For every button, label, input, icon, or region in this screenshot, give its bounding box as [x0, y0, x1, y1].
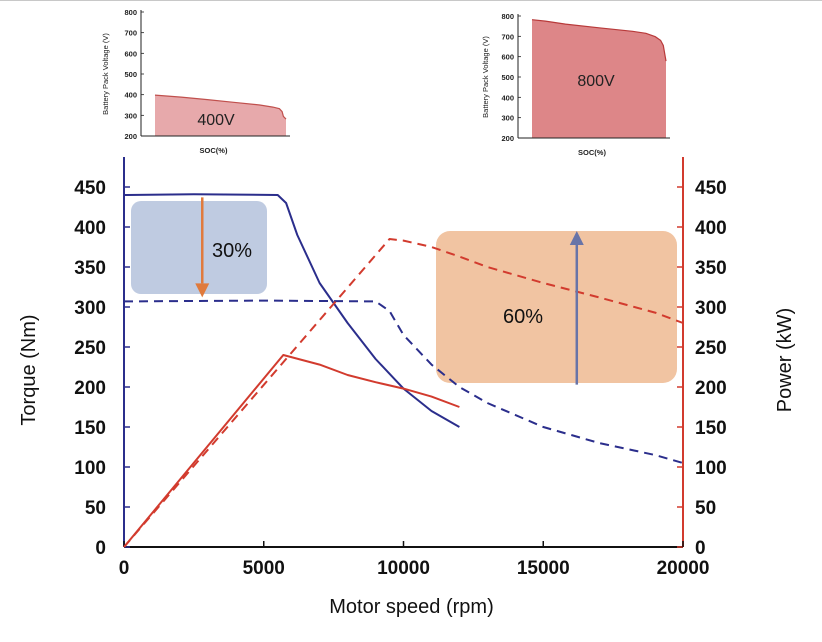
y-axis-left-title: Torque (Nm) [18, 314, 40, 425]
y-right-tick-label: 0 [695, 538, 706, 559]
inset-400v-x-title: SOC(%) [200, 146, 228, 155]
inset-400v-tick-label: 800 [124, 8, 137, 17]
series-line-power-800v [123, 238, 684, 548]
y-right-tick-label: 50 [695, 498, 716, 519]
annotation-arrow-60-head [569, 231, 584, 245]
inset-800v-line [531, 19, 667, 62]
inset-400v-tick-label: 400 [124, 91, 137, 100]
inset-800v-tick-label: 600 [501, 53, 514, 62]
inset-400v-label: 400V [197, 112, 235, 129]
main-chart: 0 50 100 150 200 250 300 350 400 450 0 50 100 150 200 2… [18, 157, 796, 618]
y-right-tick-label: 150 [695, 418, 727, 439]
series-line-torque-400v [123, 193, 460, 428]
y-right-tick-label: 200 [695, 378, 727, 399]
annotation-label-30: 30% [212, 240, 252, 262]
y-left-tick-label: 450 [74, 178, 106, 199]
inset-800v-tick-label: 200 [501, 134, 514, 143]
inset-400v: 200 300 400 500 600 700 800 Battery Pack Voltag… [101, 8, 290, 155]
inset-400v-tick-label: 700 [124, 29, 137, 38]
inset-800v-tick-label: 500 [501, 73, 514, 82]
y-right-tick-label: 350 [695, 258, 727, 279]
x-axis-title: Motor speed (rpm) [329, 596, 494, 618]
x-tick-label: 15000 [517, 558, 570, 579]
inset-800v-label: 800V [577, 73, 615, 90]
y-right-tick-label: 100 [695, 458, 727, 479]
y-right-tick-label: 400 [695, 218, 727, 239]
top-border [0, 0, 822, 1]
inset-800v-tick-label: 300 [501, 114, 514, 123]
inset-800v-tick-label: 800 [501, 12, 514, 21]
y-left-tick-label: 400 [74, 218, 106, 239]
y-left-tick-label: 200 [74, 378, 106, 399]
y-axis-right-title: Power (kW) [774, 308, 796, 412]
y-left-tick-label: 250 [74, 338, 106, 359]
inset-800v-x-title: SOC(%) [578, 148, 606, 157]
x-tick-label: 5000 [243, 558, 285, 579]
inset-400v-tick-label: 600 [124, 49, 137, 58]
y-left-tick-label: 150 [74, 418, 106, 439]
series-line-torque-800v [123, 299, 684, 464]
y-right-tick-label: 300 [695, 298, 727, 319]
y-left-tick-label: 0 [95, 538, 106, 559]
x-tick-label: 10000 [377, 558, 430, 579]
inset-800v-area [532, 19, 666, 139]
annotation-box-60 [436, 231, 677, 383]
inset-800v: 200 300 400 500 600 700 800 Battery Pack Voltag… [481, 12, 670, 157]
inset-400v-line [154, 94, 287, 120]
y-left-tick-label: 50 [85, 498, 106, 519]
inset-400v-area [155, 95, 286, 136]
y-right-tick-label: 450 [695, 178, 727, 199]
inset-800v-tick-label: 400 [501, 93, 514, 102]
inset-400v-tick-label: 500 [124, 70, 137, 79]
y-left-tick-label: 300 [74, 298, 106, 319]
annotation-arrow-30-head [195, 283, 210, 298]
inset-800v-y-title: Battery Pack Voltage (V) [481, 36, 490, 118]
y-left-tick-label: 350 [74, 258, 106, 279]
y-right-tick-label: 250 [695, 338, 727, 359]
annotation-box-30 [131, 201, 267, 294]
inset-400v-y-title: Battery Pack Voltage (V) [101, 33, 110, 115]
x-tick-label: 20000 [657, 558, 710, 579]
series-line-power-400v [123, 354, 460, 548]
annotation-label-60: 60% [503, 306, 543, 328]
inset-400v-tick-label: 200 [124, 132, 137, 141]
x-tick-label: 0 [119, 558, 130, 579]
inset-400v-tick-label: 300 [124, 111, 137, 120]
y-left-tick-label: 100 [74, 458, 106, 479]
inset-800v-tick-label: 700 [501, 32, 514, 41]
